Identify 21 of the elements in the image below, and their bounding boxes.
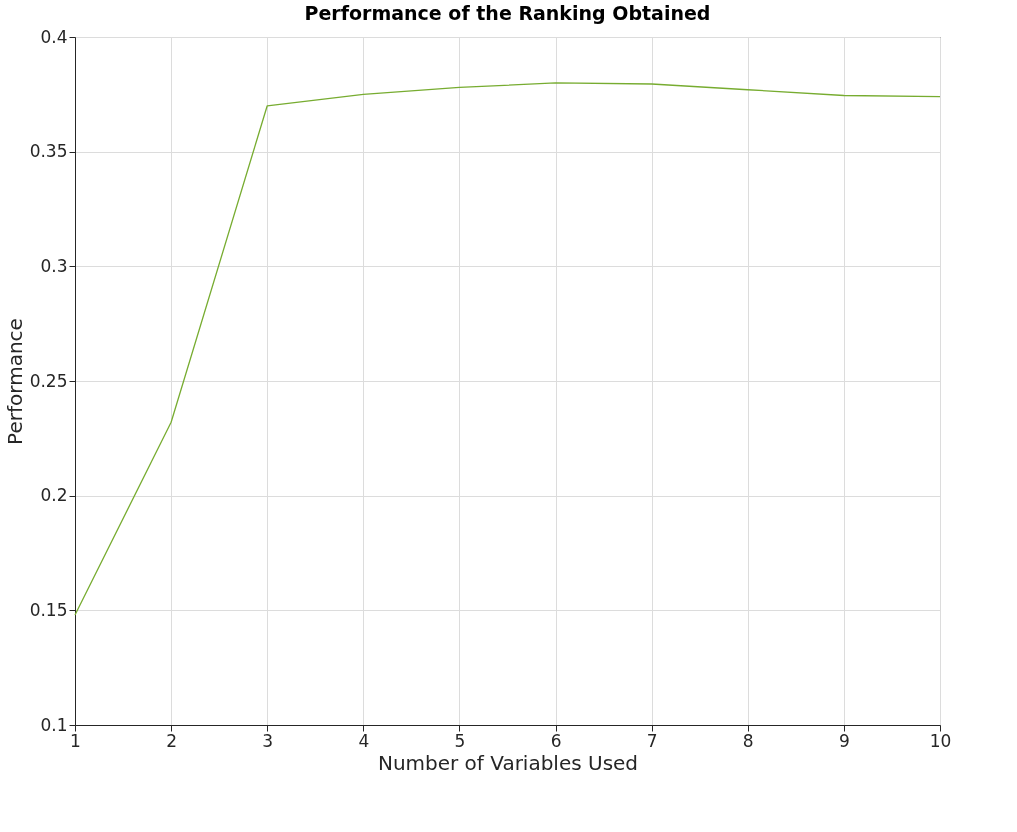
x-tick-label: 2 [166, 730, 178, 751]
x-tick-label: 8 [742, 730, 754, 751]
x-tick-label: 10 [929, 730, 952, 751]
x-tick-label: 4 [358, 730, 370, 751]
x-tick-label: 5 [454, 730, 466, 751]
x-axis-title: Number of Variables Used [377, 750, 639, 775]
x-tick-label: 1 [70, 730, 81, 751]
x-tick-label: 6 [550, 730, 562, 751]
x-tick-label: 3 [262, 730, 274, 751]
line-series [74, 82, 941, 616]
y-tick-label: 0.3 [40, 255, 68, 276]
y-tick-label: 0.15 [29, 599, 68, 620]
y-axis-title: Performance [2, 318, 27, 445]
x-tick-label: 9 [838, 730, 850, 751]
y-tick-label: 0.35 [29, 141, 68, 162]
chart-title: Performance of the Ranking Obtained [304, 2, 711, 24]
y-tick-label: 0.25 [29, 370, 68, 391]
y-tick-label: 0.2 [40, 485, 68, 506]
y-tick-label: 0.4 [40, 26, 68, 47]
y-tick-label: 0.1 [40, 714, 68, 735]
x-tick-label: 7 [646, 730, 658, 751]
